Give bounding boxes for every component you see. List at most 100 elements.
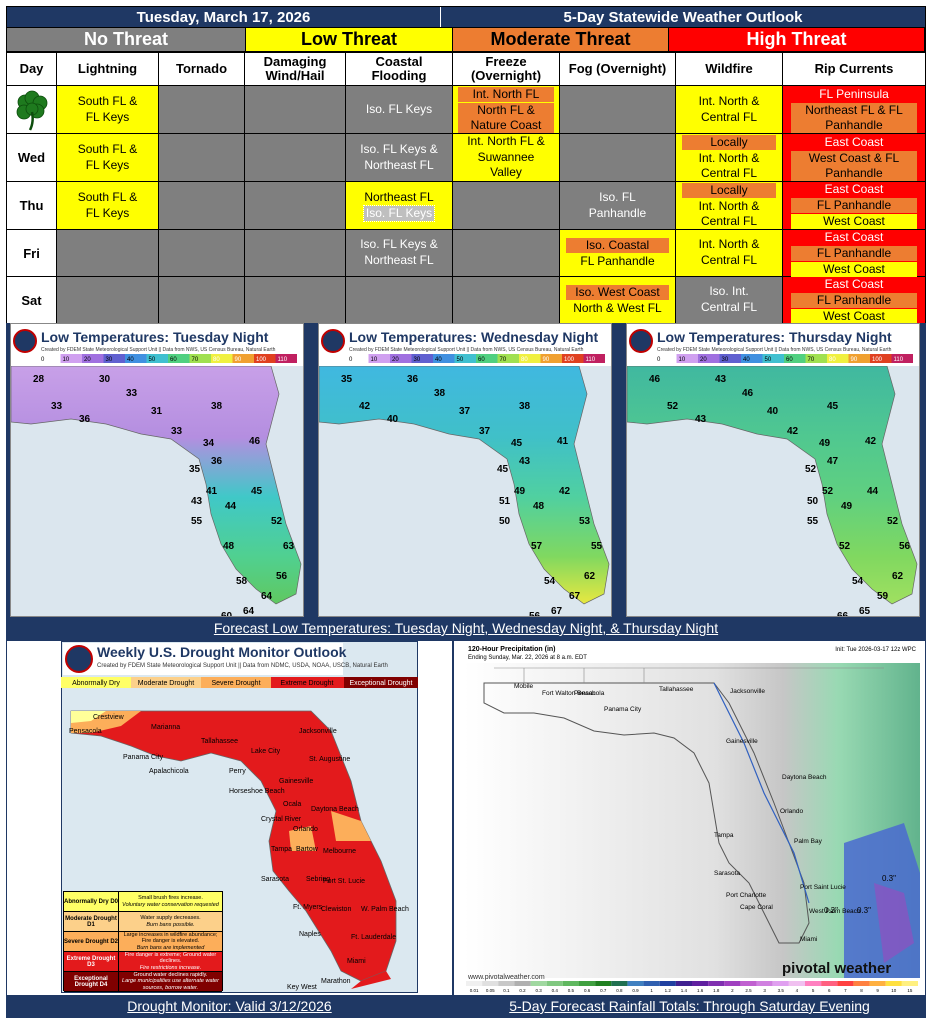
temp-value: 45 [827,401,839,412]
wed-tornado [159,134,245,182]
drought-desc: Large increases in wildfire abundance; F… [123,932,218,945]
temp-map-svg: Low Temperatures: Thursday Night Created … [627,324,919,617]
thu-wildfire: Locally Int. North & Central FL [676,182,783,230]
rain-watermark: pivotal weather [782,960,891,977]
rain-scale-tick: 0.01 [470,988,479,993]
temp-scale-tick: 40 [435,357,442,363]
drought-city: Key West [287,984,317,991]
temp-value: 37 [479,426,491,437]
sat-freeze [453,277,560,324]
threat-legend: No Threat Low Threat Moderate Threat Hig… [6,28,926,52]
tue-rip-2: Northeast FL & FL Panhandle [791,102,917,133]
rain-scale-swatch [788,981,805,986]
rain-scale-swatch [708,981,725,986]
rain-scale-tick: 0.2 [519,988,526,993]
drought-city: Bartow [296,846,319,853]
temp-scale-tick: 30 [722,357,729,363]
rain-scale-swatch [659,981,676,986]
tue-lightning: South FL & FL Keys [57,86,159,134]
tue-tornado [159,86,245,134]
temp-value: 53 [579,516,591,527]
dlegend-d3: Extreme Drought [281,680,334,687]
temp-value: 49 [514,486,526,497]
temp-map-2: Low Temperatures: Thursday Night Created … [626,323,920,617]
rain-scale-swatch [837,981,854,986]
drought-city: Ocala [283,801,301,808]
drought-city: Naples [299,931,321,938]
fdem-logo-icon [65,645,93,673]
thu-wildfire-2: Int. North & Central FL [698,198,760,228]
drought-city: Tallahassee [201,738,238,745]
temp-value: 67 [551,606,563,617]
temp-map-sub: Created by FDEM State Meteorological Sup… [349,347,584,353]
fri-lightning [57,230,159,277]
temp-map-sub: Created by FDEM State Meteorological Sup… [657,347,892,353]
rain-scale-swatch [724,981,741,986]
thu-coastal: Northeast FL Iso. FL Keys [346,182,453,230]
tue-wildfire: Int. North & Central FL [676,86,783,134]
tue-rip: FL Peninsula Northeast FL & FL Panhandle [783,86,926,134]
header-bar: Tuesday, March 17, 2026 5-Day Statewide … [6,6,926,28]
fri-rip-1: East Coast [824,229,884,244]
drought-desc-cell: Water supply decreases. Burn bans possibl… [119,912,222,931]
sat-wind [245,277,346,324]
temp-map-0: Low Temperatures: Tuesday Night Created b… [10,323,304,617]
tue-freeze-1: Int. North FL [458,86,554,102]
rain-scale-tick: 1.6 [697,988,704,993]
drought-city: Panama City [123,754,164,761]
rain-sub: Ending Sunday, Mar. 22, 2026 at 8 a.m. E… [468,655,587,661]
sat-coastal [346,277,453,324]
rain-scale-swatch [869,981,886,986]
temp-value: 65 [859,606,871,617]
wed-wildfire-1: Locally [682,134,776,150]
temp-value: 44 [867,486,879,497]
drought-code: Exceptional Drought D4 [64,972,119,991]
temp-value: 43 [191,496,203,507]
temp-scale-tick: 0 [657,357,661,363]
fri-freeze [453,230,560,277]
temp-value: 46 [249,436,261,447]
temp-scale-tick: 10 [679,357,686,363]
drought-city: Crestview [93,714,125,721]
rain-scale-swatch [692,981,709,986]
temp-value: 44 [225,501,237,512]
temp-value: 42 [865,436,877,447]
rain-scale-tick: 2.5 [745,988,752,993]
temp-value: 50 [807,496,819,507]
sat-rip: East Coast FL Panhandle West Coast [783,277,926,324]
thu-lightning: South FL & FL Keys [57,182,159,230]
drought-florida-shape [70,710,397,982]
rain-scale-tick: 0.1 [503,988,510,993]
drought-city: Orlando [293,826,318,833]
rain-scale-swatch [805,981,822,986]
temp-value: 41 [206,486,218,497]
rain-city: Gainesville [726,738,758,745]
dlegend-d4: Exceptional Drought [349,680,412,687]
drought-code: Extreme Drought D3 [64,952,119,971]
temp-value: 51 [499,496,511,507]
temp-scale-tick: 20 [84,357,91,363]
thu-freeze [453,182,560,230]
tue-freeze-2: North FL & Nature Coast [458,102,554,133]
temp-scale-tick: 40 [127,357,134,363]
temp-value: 41 [557,436,569,447]
col-day: Day [7,53,57,86]
temp-scale-tick: 90 [235,357,242,363]
temp-value: 45 [497,464,509,475]
drought-code: Moderate Drought D1 [64,912,119,931]
col-coastal: Coastal Flooding [346,53,453,86]
drought-code: Abnormally Dry D0 [64,892,119,911]
temp-value: 52 [887,516,899,527]
drought-title: Weekly U.S. Drought Monitor Outlook [97,644,347,660]
temp-value: 43 [519,456,531,467]
temp-value: 66 [837,611,849,617]
drought-city: Pensacola [69,728,102,735]
rain-site: www.pivotalweather.com [467,974,545,981]
drought-city: Gainesville [279,778,313,785]
temp-value: 45 [511,438,523,449]
rain-city: Orlando [780,808,804,815]
drought-city: Apalachicola [149,768,189,775]
temp-map-title: Low Temperatures: Thursday Night [657,329,892,345]
